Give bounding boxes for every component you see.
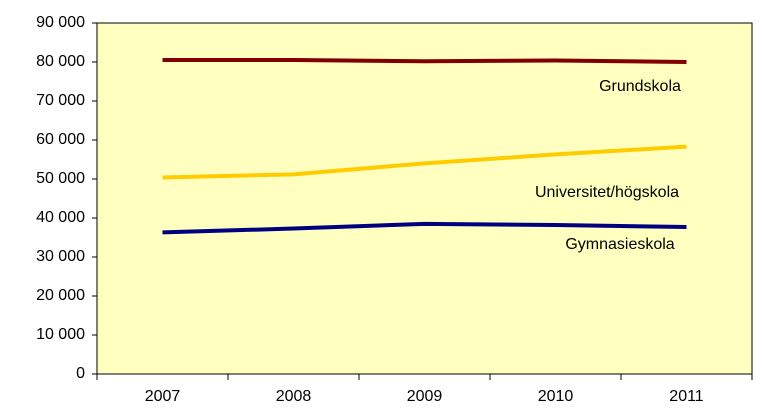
x-tick-label: 2009 (407, 388, 443, 405)
x-tick-label: 2010 (538, 388, 574, 405)
y-tick-label: 70 000 (36, 92, 85, 109)
x-tick-label: 2008 (276, 388, 312, 405)
y-tick-label: 80 000 (36, 53, 85, 70)
y-tick-label: 30 000 (36, 248, 85, 265)
x-tick-label: 2011 (669, 388, 704, 405)
plot-area (96, 22, 753, 375)
series-label: Grundskola (599, 78, 681, 95)
x-tick-label: 2007 (145, 388, 181, 405)
y-tick-label: 60 000 (36, 131, 85, 148)
y-tick-label: 40 000 (36, 209, 85, 226)
series-label: Gymnasieskola (565, 236, 674, 253)
series-line (162, 58, 687, 64)
series-label: Universitet/högskola (535, 184, 679, 201)
y-tick-label: 90 000 (36, 14, 85, 31)
series-line (162, 221, 687, 235)
y-tick-label: 20 000 (36, 287, 85, 304)
series-line (162, 144, 687, 180)
y-tick-label: 50 000 (36, 170, 85, 187)
y-tick-label: 0 (76, 365, 85, 382)
y-tick-label: 10 000 (36, 326, 85, 343)
